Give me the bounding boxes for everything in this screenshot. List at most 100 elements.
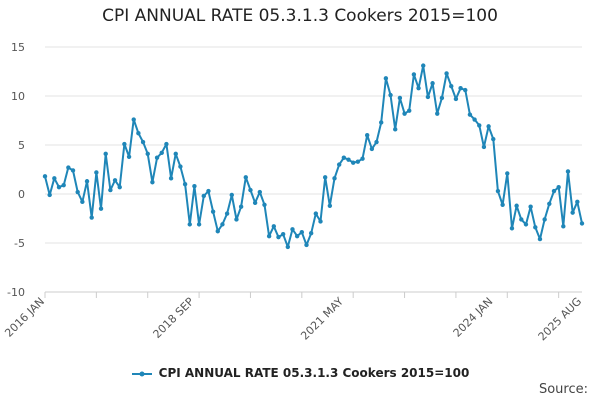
data-point[interactable] <box>164 141 169 147</box>
data-point[interactable] <box>103 151 108 157</box>
data-point[interactable] <box>196 222 202 227</box>
data-point[interactable] <box>528 204 533 209</box>
data-point[interactable] <box>145 151 150 157</box>
data-point[interactable] <box>453 96 459 102</box>
data-point[interactable] <box>547 201 552 206</box>
data-point[interactable] <box>252 200 258 206</box>
data-point[interactable] <box>98 206 104 211</box>
data-point[interactable] <box>290 227 295 232</box>
data-point[interactable] <box>229 192 234 198</box>
data-point[interactable] <box>56 184 62 190</box>
data-point[interactable] <box>500 202 505 207</box>
data-point[interactable] <box>136 131 141 136</box>
data-point[interactable] <box>304 242 309 248</box>
data-point[interactable] <box>551 188 557 194</box>
legend[interactable]: CPI ANNUAL RATE 05.3.1.3 Cookers 2015=10… <box>0 366 600 380</box>
data-point[interactable] <box>369 146 375 152</box>
data-point[interactable] <box>365 133 370 138</box>
data-point[interactable] <box>262 202 267 207</box>
data-point[interactable] <box>215 229 220 234</box>
data-point[interactable] <box>173 151 178 157</box>
data-point[interactable] <box>393 127 398 132</box>
data-point[interactable] <box>234 217 239 222</box>
data-point[interactable] <box>285 244 291 250</box>
data-point[interactable] <box>537 236 543 242</box>
data-point[interactable] <box>42 174 48 179</box>
data-point[interactable] <box>140 139 146 145</box>
data-point[interactable] <box>84 179 90 184</box>
data-point[interactable] <box>318 219 323 224</box>
data-point[interactable] <box>159 150 164 156</box>
data-point[interactable] <box>519 217 524 222</box>
data-point[interactable] <box>322 175 328 180</box>
data-point[interactable] <box>266 233 272 239</box>
data-point[interactable] <box>210 209 216 214</box>
data-point[interactable] <box>416 85 421 91</box>
data-point[interactable] <box>271 224 277 229</box>
data-point[interactable] <box>421 63 426 68</box>
data-point[interactable] <box>327 203 333 208</box>
data-point[interactable] <box>435 111 440 116</box>
data-point[interactable] <box>299 230 305 235</box>
data-point[interactable] <box>280 231 286 237</box>
data-point[interactable] <box>112 178 118 183</box>
data-point[interactable] <box>346 157 351 162</box>
data-point[interactable] <box>122 141 127 147</box>
data-point[interactable] <box>379 120 384 125</box>
data-point[interactable] <box>439 95 445 101</box>
data-point[interactable] <box>224 211 230 216</box>
data-point[interactable] <box>481 144 487 150</box>
data-point[interactable] <box>561 224 566 229</box>
data-point[interactable] <box>108 187 113 193</box>
data-point[interactable] <box>308 231 314 236</box>
data-point[interactable] <box>355 159 361 164</box>
data-point[interactable] <box>350 160 356 165</box>
data-point[interactable] <box>477 123 482 128</box>
data-point[interactable] <box>66 165 71 170</box>
data-point[interactable] <box>407 108 412 113</box>
data-point[interactable] <box>509 226 515 231</box>
data-point[interactable] <box>168 176 174 181</box>
data-point[interactable] <box>397 95 403 101</box>
data-point[interactable] <box>425 94 431 100</box>
data-point[interactable] <box>556 184 561 190</box>
data-point[interactable] <box>449 84 454 89</box>
data-point[interactable] <box>206 188 211 194</box>
data-point[interactable] <box>131 117 136 122</box>
data-point[interactable] <box>257 189 262 195</box>
data-point[interactable] <box>248 187 253 193</box>
data-point[interactable] <box>383 76 389 81</box>
data-point[interactable] <box>491 136 496 142</box>
data-point[interactable] <box>542 217 547 222</box>
data-point[interactable] <box>579 221 585 226</box>
data-point[interactable] <box>70 168 76 173</box>
data-point[interactable] <box>458 85 463 91</box>
data-point[interactable] <box>430 81 435 86</box>
data-point[interactable] <box>463 87 468 93</box>
data-point[interactable] <box>388 92 393 98</box>
data-point[interactable] <box>294 233 300 239</box>
data-point[interactable] <box>332 176 337 181</box>
data-point[interactable] <box>117 184 122 190</box>
data-point[interactable] <box>89 215 94 220</box>
data-point[interactable] <box>411 72 417 77</box>
data-point[interactable] <box>192 183 197 189</box>
data-point[interactable] <box>467 112 473 117</box>
data-point[interactable] <box>201 193 206 199</box>
data-point[interactable] <box>47 192 52 198</box>
data-point[interactable] <box>182 182 188 187</box>
data-point[interactable] <box>495 188 501 194</box>
data-point[interactable] <box>533 225 538 230</box>
data-point[interactable] <box>150 180 155 185</box>
data-point[interactable] <box>154 155 160 160</box>
data-point[interactable] <box>523 222 529 227</box>
data-point[interactable] <box>514 203 519 208</box>
data-point[interactable] <box>80 199 85 205</box>
data-point[interactable] <box>472 117 477 122</box>
data-point[interactable] <box>220 222 225 227</box>
data-point[interactable] <box>360 156 365 161</box>
data-point[interactable] <box>178 164 183 169</box>
data-point[interactable] <box>505 171 510 176</box>
data-point[interactable] <box>276 234 281 240</box>
data-point[interactable] <box>374 139 379 145</box>
